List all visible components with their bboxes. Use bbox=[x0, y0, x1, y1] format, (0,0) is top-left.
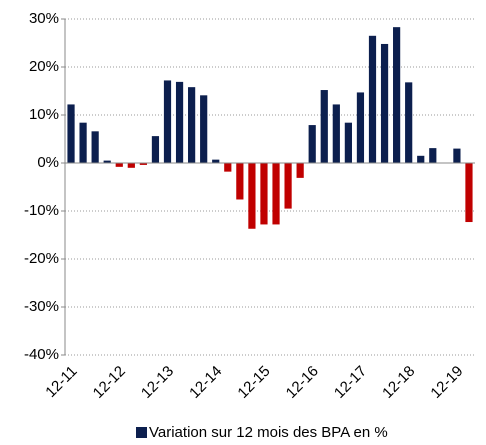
bar bbox=[224, 163, 232, 172]
bar bbox=[260, 163, 268, 225]
x-tick-label: 12-19 bbox=[427, 363, 466, 402]
x-tick-label: 12-17 bbox=[331, 363, 370, 402]
bar bbox=[284, 163, 292, 209]
bar bbox=[429, 148, 437, 163]
bar bbox=[332, 104, 340, 163]
bar bbox=[368, 35, 377, 163]
bar bbox=[320, 90, 328, 163]
y-tick-label: 10% bbox=[29, 106, 59, 123]
x-tick-label: 12-18 bbox=[379, 363, 418, 402]
legend-swatch bbox=[136, 427, 147, 438]
y-tick-label: -10% bbox=[24, 202, 59, 219]
y-tick-label: -30% bbox=[24, 298, 59, 315]
bar bbox=[236, 163, 244, 200]
bar bbox=[79, 122, 87, 163]
y-tick-label: -20% bbox=[24, 250, 59, 267]
bar bbox=[272, 163, 280, 225]
bar bbox=[127, 163, 135, 168]
y-tick-label: 0% bbox=[37, 154, 59, 171]
bar bbox=[91, 131, 99, 163]
x-tick-label: 12-15 bbox=[234, 363, 273, 402]
bar bbox=[212, 159, 220, 163]
bar bbox=[151, 136, 160, 163]
bar bbox=[175, 81, 184, 163]
legend-label: Variation sur 12 mois des BPA en % bbox=[149, 424, 388, 441]
bar bbox=[139, 163, 147, 165]
bar bbox=[465, 163, 473, 223]
x-tick-label: 12-13 bbox=[138, 363, 177, 402]
bar bbox=[308, 125, 316, 163]
x-tick-label: 12-16 bbox=[283, 363, 322, 402]
y-tick-label: 30% bbox=[29, 10, 59, 27]
x-tick-label: 12-12 bbox=[90, 363, 129, 402]
bar bbox=[405, 82, 413, 163]
bar bbox=[296, 163, 304, 178]
x-tick-label: 12-14 bbox=[186, 363, 225, 402]
bar bbox=[248, 163, 256, 229]
bar bbox=[67, 104, 75, 163]
x-tick-label: 12-11 bbox=[42, 363, 80, 401]
bar bbox=[344, 122, 352, 163]
bar bbox=[356, 92, 365, 163]
bar bbox=[417, 155, 425, 163]
bar bbox=[200, 95, 208, 163]
bar bbox=[453, 148, 461, 163]
bar bbox=[163, 80, 172, 163]
bar bbox=[380, 43, 389, 163]
bar bbox=[115, 163, 123, 167]
y-tick-label: 20% bbox=[29, 58, 59, 75]
bar bbox=[393, 27, 401, 163]
y-tick-label: -40% bbox=[24, 346, 59, 363]
bar bbox=[103, 160, 111, 163]
bar bbox=[188, 87, 196, 163]
